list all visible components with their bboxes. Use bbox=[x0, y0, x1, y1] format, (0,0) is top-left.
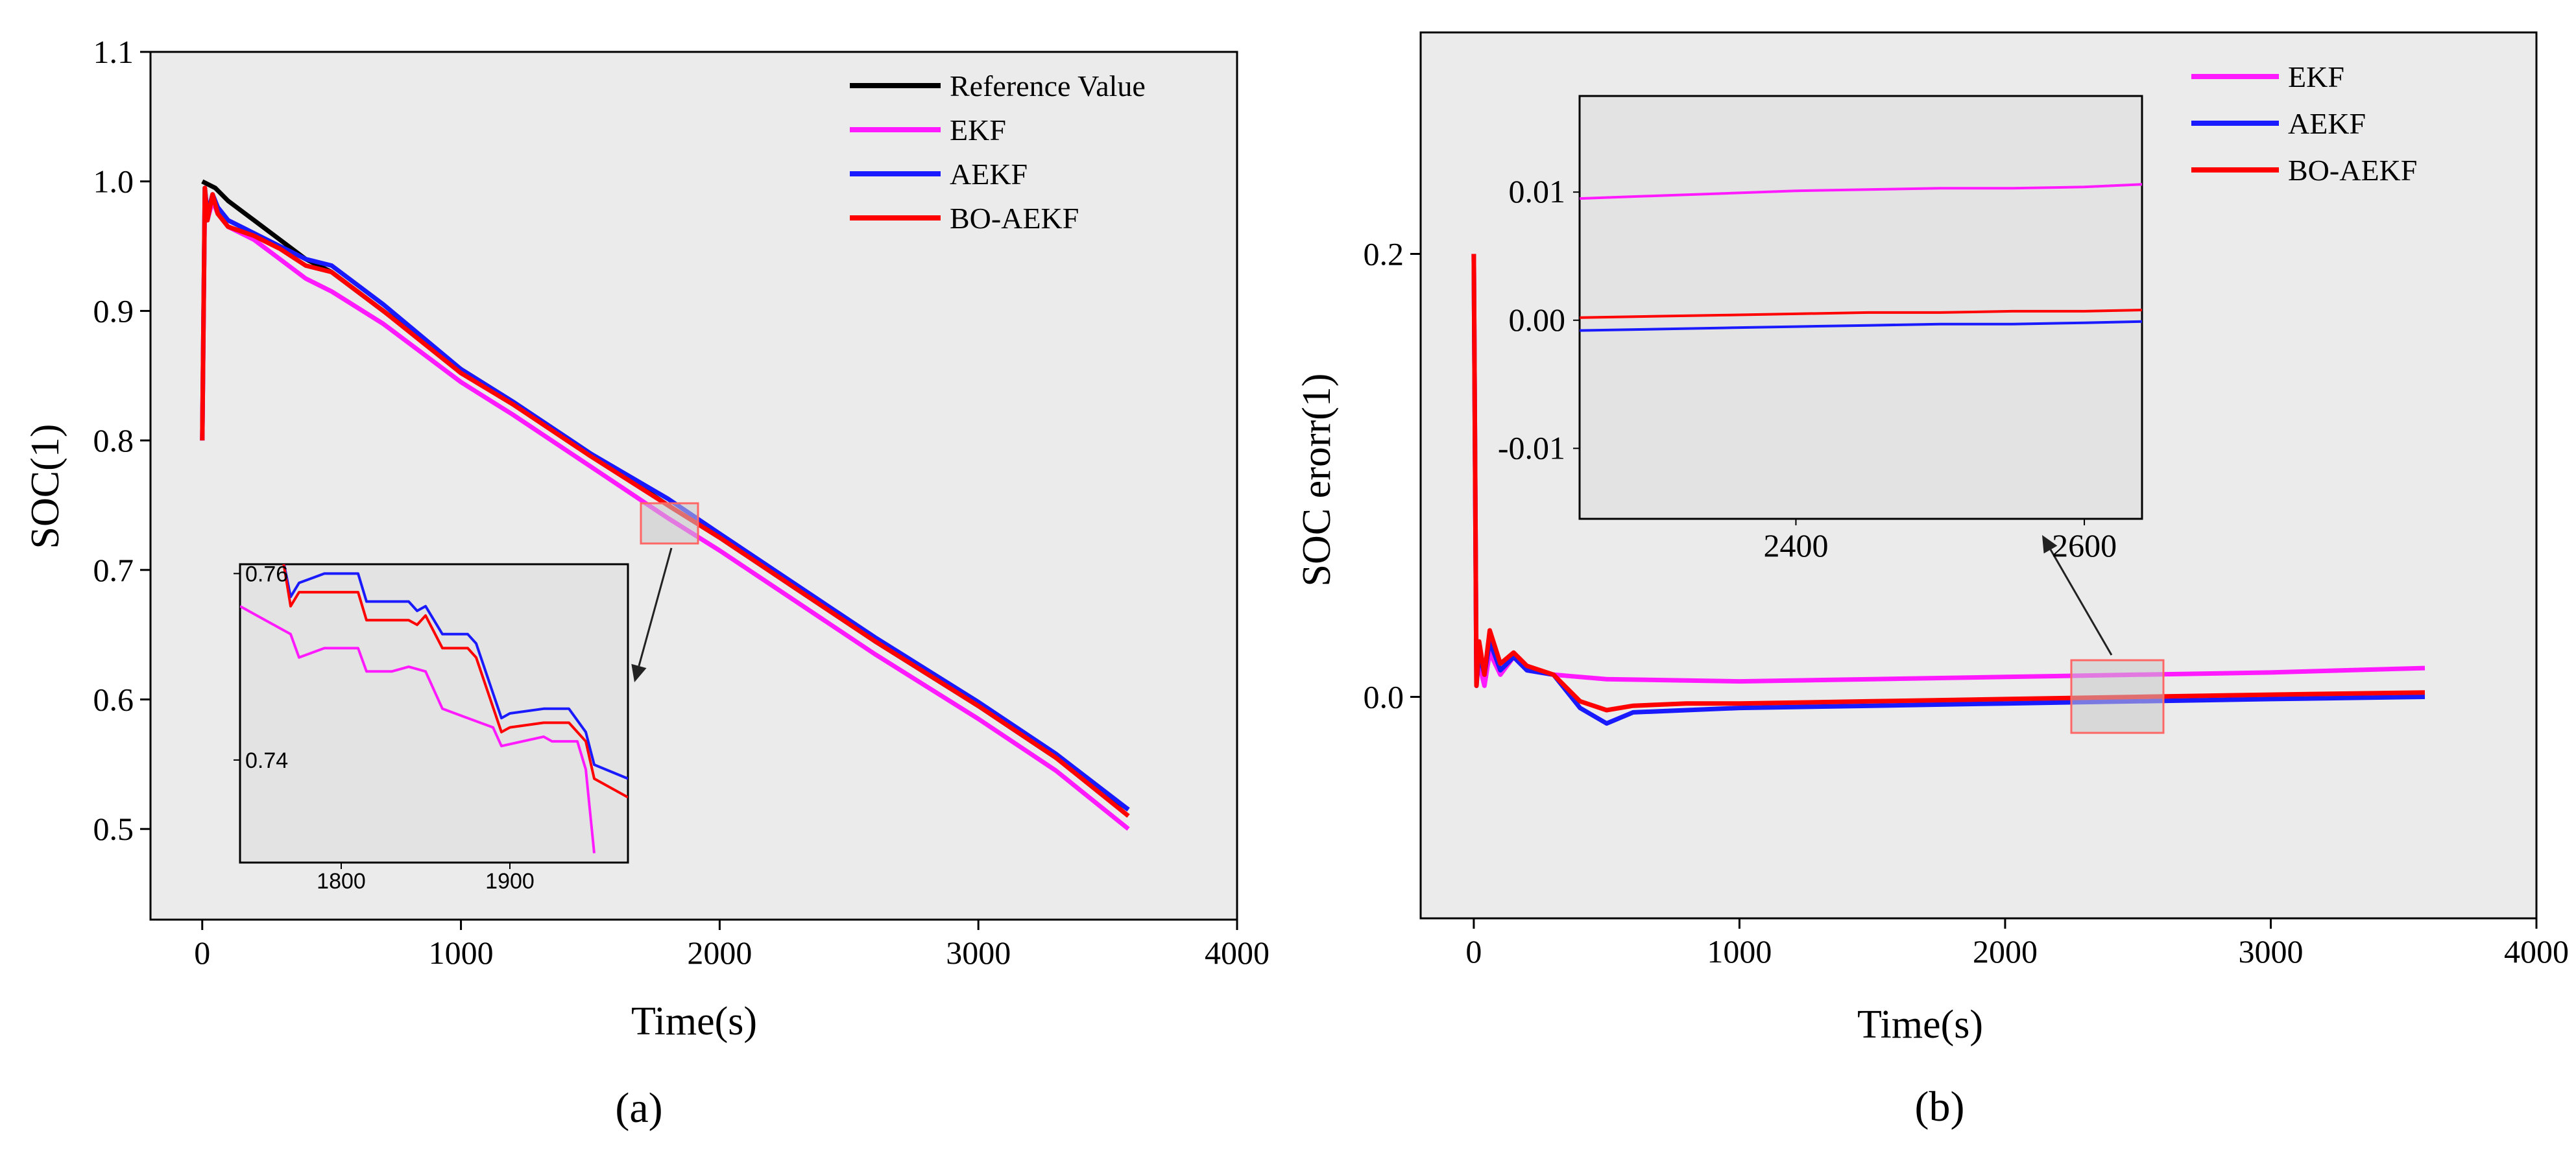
chart-a-inset-ytick-label-0: 0.74 bbox=[245, 748, 288, 773]
chart-a-inset-xtick-label-1: 1900 bbox=[485, 869, 535, 894]
chart-b-xtick-label-2: 2000 bbox=[1973, 933, 2038, 970]
chart-b-xtick-label-1: 1000 bbox=[1707, 933, 1772, 970]
chart-a-ylabel: SOC(1) bbox=[23, 424, 67, 549]
chart-b: 0 1000 2000 3000 4000 0.0 0.2 Time(s) SOC erorr(… bbox=[1295, 31, 2569, 1130]
chart-a-zoom-arrow-line bbox=[638, 547, 673, 667]
chart-b-caption: (b) bbox=[1915, 1083, 1965, 1130]
chart-a-xtick-label-4: 4000 bbox=[1205, 935, 1270, 971]
chart-a-xtick-label-3: 3000 bbox=[946, 935, 1011, 971]
chart-b-xtick-label-4: 4000 bbox=[2504, 933, 2569, 970]
chart-b-ytick-label-0: 0.0 bbox=[1364, 679, 1404, 715]
chart-a-data bbox=[200, 179, 1130, 831]
chart-a-legend-label-2: AEKF bbox=[950, 158, 1028, 191]
chart-b-zoom-arrow-line bbox=[2049, 549, 2113, 656]
chart-a-series-3-line bbox=[200, 185, 1130, 818]
chart-a-inset: 1800 1900 0.74 0.76 bbox=[234, 562, 629, 894]
chart-b-legend: EKF AEKF BO-AEKF bbox=[2191, 60, 2417, 187]
chart-b-inset: 2400 2600 -0.01 0.00 0.01 bbox=[1498, 95, 2143, 564]
chart-b-xtick-label-0: 0 bbox=[1465, 933, 1482, 970]
chart-a-xtick-label-1: 1000 bbox=[429, 935, 494, 971]
chart-a-ytick-label-3: 0.8 bbox=[93, 422, 134, 459]
chart-a-inset-series-0-line bbox=[240, 604, 596, 853]
chart-a-xtick-label-2: 2000 bbox=[687, 935, 752, 971]
chart-b-inset-data bbox=[1580, 183, 2142, 332]
chart-b-legend-label-0: EKF bbox=[2288, 60, 2344, 93]
chart-a-inset-area bbox=[239, 563, 629, 864]
chart-a-zoom-box bbox=[640, 502, 699, 545]
chart-b-inset-xtick-label-0: 2400 bbox=[1763, 527, 1828, 564]
chart-a-ytick-label-5: 1.0 bbox=[93, 163, 134, 200]
chart-b-inset-ytick-label-2: 0.01 bbox=[1509, 173, 1566, 209]
chart-a-xtick-label-0: 0 bbox=[194, 935, 210, 971]
chart-a-inset-series-2-line bbox=[282, 564, 628, 799]
chart-a: 0 1000 2000 3000 4000 0.5 0.6 0.7 0.8 0.9 1.0 1.1 Ti… bbox=[23, 34, 1270, 1132]
chart-a-legend: Reference Value EKF AEKF BO-AEKF bbox=[850, 69, 1146, 235]
chart-a-inset-data bbox=[240, 564, 628, 853]
chart-a-ytick-label-2: 0.7 bbox=[93, 552, 134, 588]
chart-a-zoom-arrow-head bbox=[631, 663, 647, 682]
chart-b-legend-label-2: BO-AEKF bbox=[2288, 154, 2417, 187]
chart-a-ytick-label-6: 1.1 bbox=[93, 34, 134, 70]
chart-b-series-2-line bbox=[1471, 254, 2426, 713]
chart-a-legend-label-1: EKF bbox=[950, 113, 1006, 147]
chart-b-xtick-label-3: 3000 bbox=[2238, 933, 2303, 970]
chart-b-inset-ytick-label-0: -0.01 bbox=[1498, 429, 1565, 466]
chart-b-zoom-box bbox=[2070, 659, 2165, 734]
chart-a-xlabel: Time(s) bbox=[631, 999, 757, 1044]
chart-a-ytick-label-4: 0.9 bbox=[93, 292, 134, 329]
chart-a-ytick-label-1: 0.6 bbox=[93, 682, 134, 718]
chart-a-inset-series-1-line bbox=[282, 564, 628, 780]
chart-a-legend-label-0: Reference Value bbox=[950, 69, 1146, 102]
chart-b-zoom-arrow-head bbox=[2042, 535, 2058, 554]
chart-b-inset-ytick-label-1: 0.00 bbox=[1509, 302, 1566, 338]
chart-b-ytick-label-1: 0.2 bbox=[1364, 236, 1404, 272]
chart-a-ytick-label-0: 0.5 bbox=[93, 811, 134, 847]
chart-b-inset-area bbox=[1578, 95, 2143, 520]
chart-b-inset-series-1-line bbox=[1580, 320, 2142, 332]
chart-b-legend-label-1: AEKF bbox=[2288, 107, 2366, 140]
chart-b-inset-series-0-line bbox=[1580, 183, 2142, 200]
chart-b-inset-series-2-line bbox=[1580, 309, 2142, 319]
chart-b-inset-xtick-label-1: 2600 bbox=[2052, 527, 2117, 564]
chart-a-caption: (a) bbox=[615, 1084, 662, 1132]
chart-a-inset-xtick-label-0: 1800 bbox=[317, 869, 366, 894]
chart-a-legend-label-3: BO-AEKF bbox=[950, 202, 1079, 235]
chart-b-xlabel: Time(s) bbox=[1857, 1003, 1983, 1047]
chart-a-inset-ytick-label-1: 0.76 bbox=[245, 562, 288, 586]
chart-b-ylabel: SOC erorr(1) bbox=[1295, 374, 1339, 587]
